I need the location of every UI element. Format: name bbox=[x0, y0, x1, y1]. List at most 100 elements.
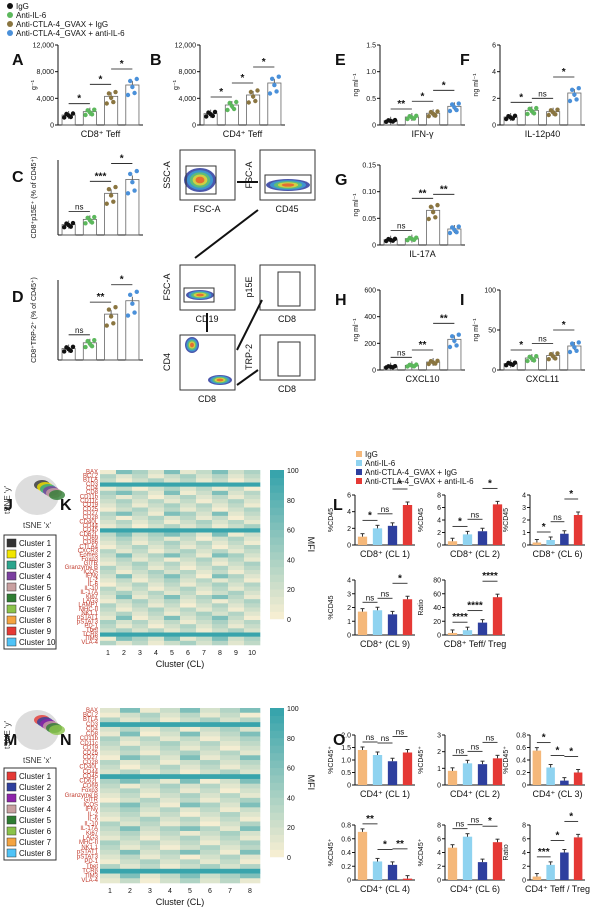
data-point bbox=[70, 344, 76, 350]
heatmap-cell bbox=[164, 520, 181, 525]
y-tick-label: 6 bbox=[522, 836, 526, 843]
heatmap-cell bbox=[132, 603, 149, 608]
colorbar-segment bbox=[270, 834, 284, 843]
heatmap-cell bbox=[220, 755, 241, 761]
data-point bbox=[68, 348, 74, 354]
heatmap-row-label: LAG3 bbox=[83, 835, 99, 841]
heatmap-cell bbox=[100, 595, 117, 600]
heatmap-cell bbox=[220, 812, 241, 818]
heatmap-cell bbox=[132, 495, 149, 500]
data-point bbox=[104, 323, 109, 328]
data-point bbox=[276, 74, 281, 79]
bar bbox=[492, 504, 503, 545]
heatmap-cell bbox=[100, 835, 121, 841]
x-axis-label: CD8⁺ (CL 2) bbox=[450, 549, 500, 559]
heatmap-cell bbox=[116, 557, 133, 562]
heatmap-cell bbox=[116, 582, 133, 587]
y-tick-label: 6 bbox=[347, 493, 351, 500]
heatmap-cell bbox=[244, 640, 261, 646]
heatmap-cell bbox=[240, 764, 261, 770]
heatmap-cell bbox=[196, 528, 213, 533]
heatmap-cell bbox=[148, 570, 165, 575]
data-point bbox=[553, 112, 558, 117]
y-axis-label: g⁻¹ bbox=[173, 79, 180, 90]
heatmap-row-label: Tbet bbox=[86, 628, 98, 634]
heatmap-cell bbox=[160, 873, 181, 879]
bar bbox=[104, 192, 119, 236]
data-point bbox=[574, 97, 579, 102]
cluster-label: Cluster 7 bbox=[19, 838, 52, 847]
y-tick-label: 4 bbox=[347, 509, 351, 516]
heatmap-cell bbox=[180, 731, 201, 737]
heatmap-cell bbox=[212, 486, 229, 492]
heatmap-cell bbox=[244, 570, 261, 575]
heatmap-cell bbox=[132, 540, 149, 546]
heatmap-cell bbox=[180, 712, 201, 718]
heatmap-row-label: BTLA bbox=[83, 717, 98, 723]
heatmap-cell bbox=[100, 620, 117, 625]
heatmap-cell bbox=[244, 499, 261, 504]
legend-dot bbox=[7, 21, 13, 27]
data-point bbox=[70, 220, 76, 226]
heatmap-cell bbox=[148, 632, 165, 637]
heatmap-cell bbox=[220, 717, 241, 723]
heatmap-cell bbox=[140, 864, 161, 870]
data-point bbox=[555, 107, 560, 112]
heatmap-cell bbox=[164, 570, 181, 575]
cluster-swatch bbox=[6, 793, 17, 803]
heatmap-col-label: 9 bbox=[234, 650, 238, 657]
heatmap-cell bbox=[180, 620, 197, 625]
heatmap-cell bbox=[212, 557, 229, 562]
y-tick-label: 8 bbox=[437, 823, 441, 830]
heatmap-row-label: CD8 bbox=[86, 731, 99, 737]
heatmap-cell bbox=[212, 632, 229, 637]
heatmap-cell bbox=[180, 708, 201, 714]
heatmap-cell bbox=[116, 495, 133, 500]
heatmap-cell bbox=[116, 490, 133, 496]
facs-plot-6 bbox=[259, 334, 316, 381]
heatmap-cell bbox=[148, 511, 165, 517]
heatmap-row-label: VLA-4 bbox=[81, 640, 98, 646]
y-tick-label: 0 bbox=[372, 243, 376, 250]
heatmap-cell bbox=[160, 722, 181, 728]
heatmap-cell bbox=[116, 549, 133, 554]
heatmap-cell bbox=[164, 632, 181, 637]
data-point bbox=[512, 360, 518, 365]
heatmap-cell bbox=[196, 603, 213, 608]
heatmap-cell bbox=[116, 520, 133, 525]
y-tick-label: 0.4 bbox=[341, 850, 351, 857]
heatmap-cell bbox=[160, 717, 181, 723]
heatmap-cell bbox=[200, 712, 221, 718]
heatmap-cell bbox=[240, 793, 261, 799]
bar bbox=[567, 92, 582, 126]
heatmap-cell bbox=[100, 532, 117, 537]
heatmap-cell bbox=[100, 830, 121, 837]
data-point bbox=[525, 358, 530, 364]
data-point bbox=[392, 117, 398, 123]
heatmap-cell bbox=[228, 557, 245, 562]
bar bbox=[477, 622, 488, 635]
heatmap-row-label: CD11c bbox=[80, 741, 98, 747]
significance-label: * bbox=[383, 839, 387, 850]
heatmap-cell bbox=[100, 603, 117, 608]
heatmap-cell bbox=[180, 515, 197, 521]
facs-axis-label: FSC-A bbox=[162, 274, 172, 301]
heatmap-cell bbox=[132, 590, 149, 596]
heatmap-row-label: ICOS bbox=[83, 569, 98, 575]
heatmap-row-label: CD19 bbox=[83, 746, 99, 752]
heatmap-cell bbox=[244, 536, 261, 542]
heatmap-cell bbox=[228, 540, 245, 546]
heatmap-cell bbox=[140, 821, 161, 827]
heatmap-cell bbox=[164, 624, 181, 629]
heatmap-cell bbox=[200, 745, 221, 751]
heatmap-cell bbox=[120, 812, 141, 818]
heatmap-cell bbox=[212, 536, 229, 542]
significance-label: **** bbox=[482, 571, 498, 582]
heatmap-cell bbox=[120, 783, 141, 789]
y-tick-label: 0 bbox=[372, 368, 376, 375]
colorbar-tick: 80 bbox=[287, 498, 295, 505]
heatmap-cell bbox=[244, 549, 261, 554]
heatmap-cell bbox=[196, 482, 213, 487]
heatmap-cell bbox=[212, 549, 229, 554]
bar bbox=[462, 630, 473, 635]
